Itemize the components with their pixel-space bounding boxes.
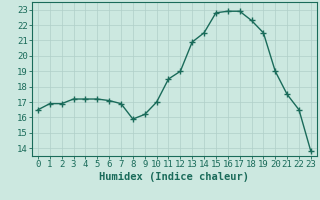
X-axis label: Humidex (Indice chaleur): Humidex (Indice chaleur) — [100, 172, 249, 182]
